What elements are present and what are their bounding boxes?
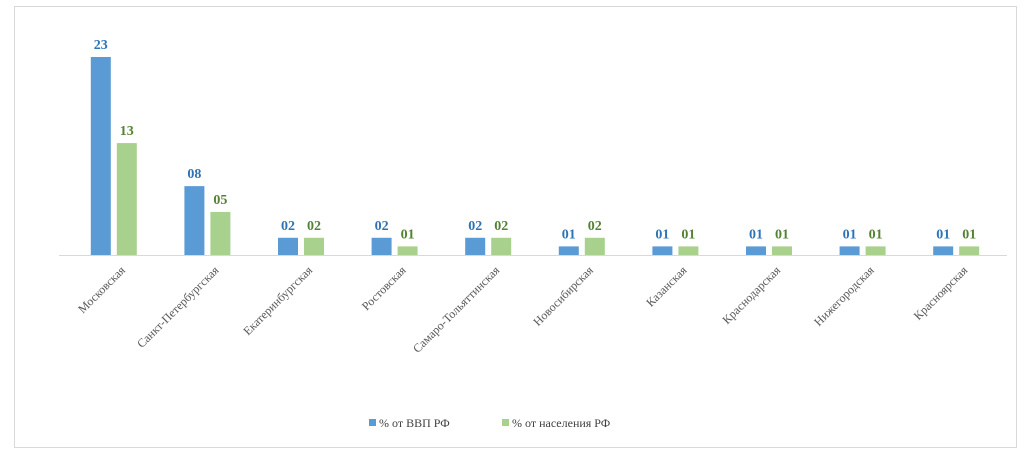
category-label-9: Красноярская [911, 263, 971, 323]
bar-population-8 [865, 246, 886, 255]
bar-population-9 [959, 246, 980, 255]
bar-population-6 [678, 246, 699, 255]
legend-swatch-population [502, 419, 509, 426]
data-label-population-7: 01 [775, 227, 789, 242]
category-labels: Московская Санкт-Петербургская Екатеринбур… [75, 263, 971, 356]
data-label-gdp-2: 02 [281, 219, 295, 234]
data-label-population-6: 01 [681, 227, 695, 242]
category-label-5: Новосибирская [530, 263, 596, 329]
bar-gdp-8 [839, 246, 860, 255]
bar-gdp-9 [933, 246, 954, 255]
data-label-population-2: 02 [307, 219, 321, 234]
category-label-3: Ростовская [359, 263, 409, 313]
data-label-gdp-9: 01 [936, 227, 950, 242]
legend: % от ВВП РФ % от населения РФ [369, 416, 610, 430]
data-label-population-4: 02 [494, 219, 508, 234]
data-label-gdp-4: 02 [468, 219, 482, 234]
bar-gdp-0 [90, 57, 111, 255]
data-label-population-8: 01 [869, 227, 883, 242]
legend-label-gdp: % от ВВП РФ [379, 416, 450, 430]
data-label-population-5: 02 [588, 219, 602, 234]
bar-population-7 [772, 246, 792, 255]
bars-layer: 23 13 08 05 02 02 02 01 02 02 01 02 01 01 01 01 01 01 01 01 [90, 38, 980, 255]
legend-label-population: % от населения РФ [512, 416, 610, 430]
bar-gdp-1 [184, 186, 205, 255]
data-label-population-9: 01 [962, 227, 976, 242]
data-label-gdp-0: 23 [94, 38, 108, 53]
legend-swatch-gdp [369, 419, 376, 426]
data-label-population-1: 05 [213, 193, 227, 208]
category-label-1: Санкт-Петербургская [134, 263, 222, 351]
data-label-gdp-1: 08 [187, 167, 201, 182]
data-label-gdp-8: 01 [843, 227, 857, 242]
bar-chart: 23 13 08 05 02 02 02 01 02 02 01 02 01 01 01 01 01 01 01 01… [59, 38, 1007, 430]
bar-population-5 [584, 237, 605, 255]
category-label-0: Московская [75, 263, 128, 316]
data-label-gdp-7: 01 [749, 227, 763, 242]
category-label-4: Самаро-Тольяттинская [410, 263, 503, 356]
category-label-6: Казанская [643, 263, 690, 310]
bar-gdp-6 [652, 246, 673, 255]
bar-population-2 [304, 237, 324, 255]
data-label-gdp-5: 01 [562, 227, 576, 242]
category-label-7: Краснодарская [719, 263, 783, 327]
category-label-2: Екатеринбургская [240, 263, 315, 338]
bar-gdp-7 [746, 246, 766, 255]
category-label-8: Нижегородская [811, 263, 877, 329]
bar-population-1 [210, 211, 231, 255]
bar-population-3 [397, 246, 418, 255]
bar-population-0 [116, 143, 137, 255]
bar-gdp-4 [465, 237, 486, 255]
data-label-population-3: 01 [401, 227, 415, 242]
chart-frame: 23 13 08 05 02 02 02 01 02 02 01 02 01 01 01 01 01 01 01 01… [14, 6, 1017, 448]
data-label-gdp-3: 02 [375, 219, 389, 234]
data-label-gdp-6: 01 [655, 227, 669, 242]
bar-gdp-5 [558, 246, 579, 255]
bar-population-4 [491, 237, 512, 255]
data-label-population-0: 13 [120, 124, 134, 139]
bar-gdp-2 [278, 237, 298, 255]
bar-gdp-3 [371, 237, 392, 255]
